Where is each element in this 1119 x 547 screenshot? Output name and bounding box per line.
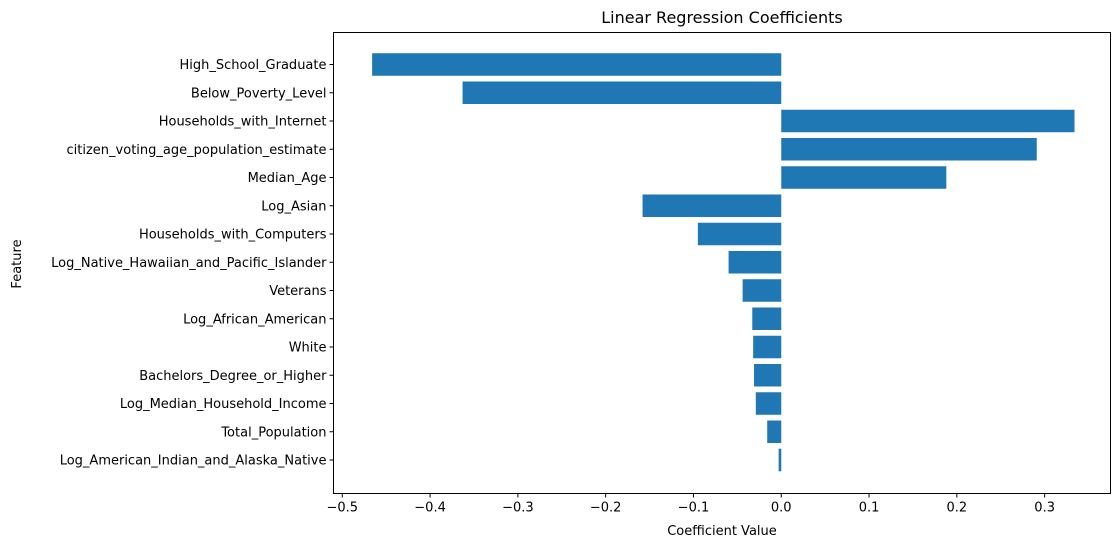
- y-tick-label: Total_Population: [220, 425, 326, 440]
- y-tick-label: Bachelors_Degree_or_Higher: [139, 369, 327, 384]
- y-tick-label: White: [289, 341, 327, 356]
- bar-households-with-computers: [697, 222, 782, 246]
- y-tick-label: citizen_voting_age_population_estimate: [67, 143, 327, 158]
- y-tick-label: Households_with_Internet: [159, 115, 327, 130]
- x-tick-label: −0.1: [678, 501, 710, 516]
- bar-log-asian: [642, 194, 782, 217]
- x-axis-title: Coefficient Value: [667, 524, 777, 539]
- y-axis-ticks: High_School_Graduate Below_Poverty_Level H…: [51, 58, 334, 469]
- bar-log-african-american: [752, 307, 782, 330]
- y-tick-label: Log_Asian: [261, 199, 326, 214]
- bar-log-native-hawaiian-and-pacific-islander: [728, 251, 782, 274]
- y-tick-label: Below_Poverty_Level: [191, 86, 327, 101]
- y-tick-label: Log_Median_Household_Income: [120, 397, 327, 412]
- bar-log-median-household-income: [755, 392, 782, 415]
- x-tick-label: −0.3: [502, 501, 534, 516]
- y-tick-label: Log_American_Indian_and_Alaska_Native: [60, 454, 327, 469]
- x-axis-ticks: −0.5 −0.4 −0.3 −0.2 −0.1 0.0 0.1 0.2 0.3: [326, 493, 1055, 516]
- bar-below-poverty-level: [462, 81, 782, 104]
- bars-group: [372, 53, 1075, 472]
- x-tick-label: −0.5: [326, 501, 358, 516]
- x-tick-label: 0.1: [859, 501, 880, 516]
- bar-veterans: [742, 279, 782, 302]
- y-axis-title: Feature: [10, 239, 25, 288]
- x-tick-label: −0.4: [414, 501, 446, 516]
- bar-log-american-indian-and-alaska-native: [778, 448, 782, 472]
- x-tick-label: −0.2: [590, 501, 622, 516]
- x-tick-label: 0.2: [947, 501, 968, 516]
- y-tick-label: Log_Native_Hawaiian_and_Pacific_Islander: [51, 256, 327, 271]
- x-tick-label: 0.3: [1034, 501, 1055, 516]
- bar-total-population: [767, 420, 782, 443]
- y-tick-label: Log_African_American: [183, 312, 326, 327]
- chart-title: Linear Regression Coefficients: [601, 8, 843, 27]
- x-tick-label: 0.0: [771, 501, 792, 516]
- bar-households-with-internet: [781, 109, 1075, 133]
- bar-bachelors-degree-or-higher: [754, 364, 782, 387]
- bar-citizen-voting-age-population-estimate: [781, 138, 1037, 161]
- y-tick-label: Households_with_Computers: [139, 228, 327, 243]
- bar-median-age: [781, 166, 947, 189]
- bar-high-school-graduate: [372, 53, 782, 76]
- y-tick-label: Veterans: [269, 284, 327, 299]
- y-tick-label: High_School_Graduate: [180, 58, 327, 73]
- plot-frame: [333, 32, 1111, 494]
- y-tick-label: Median_Age: [248, 171, 327, 186]
- bar-white: [753, 335, 782, 359]
